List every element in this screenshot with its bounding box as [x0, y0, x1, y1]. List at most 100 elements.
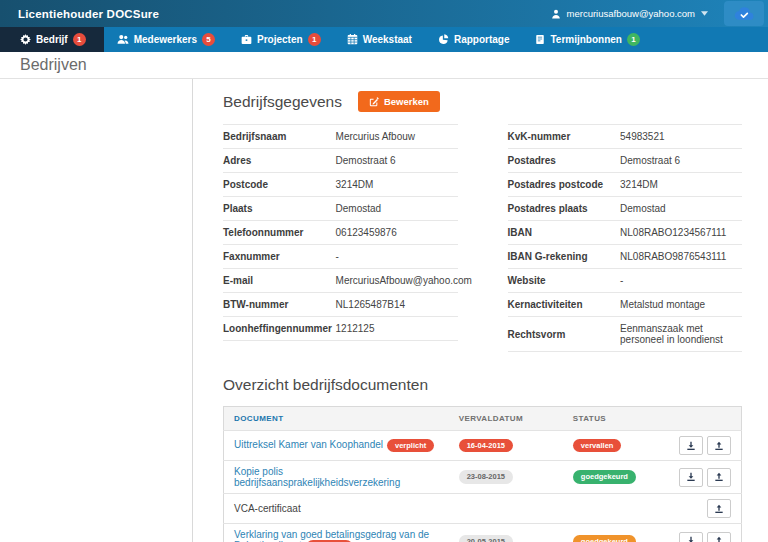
- gear-icon: [20, 34, 31, 45]
- field-label: Telefoonnummer: [223, 227, 336, 238]
- upload-button[interactable]: [707, 468, 731, 487]
- upload-button[interactable]: [707, 499, 731, 518]
- field-value: Demostraat 6: [336, 155, 396, 166]
- due-date-cell: 23-08-2015: [449, 461, 563, 494]
- field-label: BTW-nummer: [223, 299, 336, 310]
- upload-icon: [714, 536, 724, 542]
- field-row: Website-: [508, 269, 743, 293]
- actions-cell: [669, 524, 742, 542]
- column-header-status: STATUS: [563, 407, 669, 431]
- status-badge: vervallen: [573, 439, 622, 453]
- nav-item-medewerkers[interactable]: Medewerkers5: [104, 27, 228, 52]
- nav-item-rapportage[interactable]: Rapportage: [425, 27, 523, 52]
- document-link[interactable]: Uittreksel Kamer van Koophandel: [234, 439, 383, 450]
- document-row: Kopie polis bedrijfsaansprakelijkheidsve…: [224, 461, 742, 494]
- field-value: -: [620, 275, 623, 286]
- upload-icon: [714, 472, 724, 482]
- field-value: 1212125: [336, 323, 375, 334]
- download-button[interactable]: [679, 436, 703, 455]
- nav-item-projecten[interactable]: Projecten1: [228, 27, 334, 52]
- actions-group: [679, 436, 731, 455]
- download-icon: [686, 441, 696, 451]
- upload-button[interactable]: [707, 532, 731, 542]
- fields-column-left: BedrijfsnaamMercurius AfbouwAdresDemostr…: [223, 124, 458, 352]
- actions-cell: [669, 461, 742, 494]
- header-right: mercuriusafbouw@yahoo.com: [539, 0, 768, 27]
- documents-table-header: DOCUMENT VERVALDATUM STATUS: [224, 407, 742, 431]
- due-date-badge: 23-08-2015: [459, 470, 513, 484]
- field-value: Metalstud montage: [620, 299, 705, 310]
- document-row: Verklaring van goed betalingsgedrag van …: [224, 524, 742, 542]
- user-icon: [551, 9, 561, 19]
- column-header-vervaldatum: VERVALDATUM: [449, 407, 563, 431]
- field-value: 06123459876: [336, 227, 397, 238]
- edit-button[interactable]: Bewerken: [358, 91, 440, 112]
- field-row: PostadresDemostraat 6: [508, 149, 743, 173]
- pie-chart-icon: [438, 34, 449, 45]
- company-section-title: Bedrijfsgegevens: [223, 93, 342, 111]
- field-value: Demostad: [620, 203, 666, 214]
- pencil-icon: [369, 97, 379, 107]
- field-label: Postadres postcode: [508, 179, 621, 190]
- field-value: Demostad: [336, 203, 382, 214]
- user-menu[interactable]: mercuriusafbouw@yahoo.com: [539, 0, 720, 27]
- field-row: E-mailMercuriusAfbouw@yahoo.com: [223, 269, 458, 293]
- upload-button[interactable]: [707, 436, 731, 455]
- document-cell: VCA-certificaat: [224, 494, 449, 524]
- actions-group: [679, 499, 731, 518]
- nav-badge: 1: [73, 33, 86, 46]
- main-content: Bedrijfsgegevens Bewerken BedrijfsnaamMe…: [193, 79, 768, 542]
- field-label: Postcode: [223, 179, 336, 190]
- download-button[interactable]: [679, 468, 703, 487]
- left-pane: [0, 79, 193, 542]
- field-label: Rechtsvorm: [508, 329, 621, 340]
- due-date-badge: 20-05-2015: [459, 535, 513, 542]
- actions-cell: [669, 431, 742, 461]
- nav-item-label: Medewerkers: [134, 34, 197, 45]
- field-label: Loonheffingennummer: [223, 323, 336, 334]
- field-row: PlaatsDemostad: [223, 197, 458, 221]
- upload-icon: [714, 504, 724, 514]
- field-label: Website: [508, 275, 621, 286]
- field-label: E-mail: [223, 275, 336, 286]
- field-row: AdresDemostraat 6: [223, 149, 458, 173]
- nav-badge: 1: [627, 33, 640, 46]
- status-cell: goedgekeurd: [563, 524, 669, 542]
- field-value: 3214DM: [620, 179, 658, 190]
- document-name: VCA-certificaat: [234, 503, 301, 514]
- nav-item-termijnbonnen[interactable]: Termijnbonnen1: [522, 27, 652, 52]
- field-row: IBAN G-rekeningNL08RABO9876543111: [508, 245, 743, 269]
- field-label: Postadres: [508, 155, 621, 166]
- actions-group: [679, 532, 731, 542]
- download-button[interactable]: [679, 532, 703, 542]
- field-row: RechtsvormEenmanszaak met personeel in l…: [508, 317, 743, 352]
- nav-item-label: Projecten: [257, 34, 303, 45]
- edit-button-label: Bewerken: [384, 96, 429, 107]
- field-value: Demostraat 6: [620, 155, 680, 166]
- field-row: BTW-nummerNL1265487B14: [223, 293, 458, 317]
- nav-item-weekstaat[interactable]: Weekstaat: [334, 27, 425, 52]
- documents-table: DOCUMENT VERVALDATUM STATUS Uittreksel K…: [223, 406, 742, 542]
- field-row: Faxnummer-: [223, 245, 458, 269]
- status-cell: vervallen: [563, 431, 669, 461]
- field-row: Telefoonnummer06123459876: [223, 221, 458, 245]
- field-label: Adres: [223, 155, 336, 166]
- field-row: BedrijfsnaamMercurius Afbouw: [223, 125, 458, 149]
- download-icon: [686, 472, 696, 482]
- field-row: Postadres postcode3214DM: [508, 173, 743, 197]
- app-brand: Licentiehouder DOCSure: [18, 8, 159, 20]
- nav-item-label: Weekstaat: [363, 34, 412, 45]
- nav-item-bedrijf[interactable]: Bedrijf 1: [0, 27, 104, 52]
- status-cell: [563, 494, 669, 524]
- field-row: KvK-nummer54983521: [508, 125, 743, 149]
- column-header-document: DOCUMENT: [224, 407, 449, 431]
- nav-item-label: Bedrijf: [36, 34, 68, 45]
- due-date-badge: 16-04-2015: [459, 439, 513, 453]
- field-row: KernactiviteitenMetalstud montage: [508, 293, 743, 317]
- fields-column-right: KvK-nummer54983521PostadresDemostraat 6P…: [508, 124, 743, 352]
- document-link[interactable]: Kopie polis bedrijfsaansprakelijkheidsve…: [234, 466, 400, 488]
- actions-group: [679, 468, 731, 487]
- field-row: Loonheffingennummer1212125: [223, 317, 458, 341]
- sync-button[interactable]: [724, 1, 764, 26]
- field-label: KvK-nummer: [508, 131, 621, 142]
